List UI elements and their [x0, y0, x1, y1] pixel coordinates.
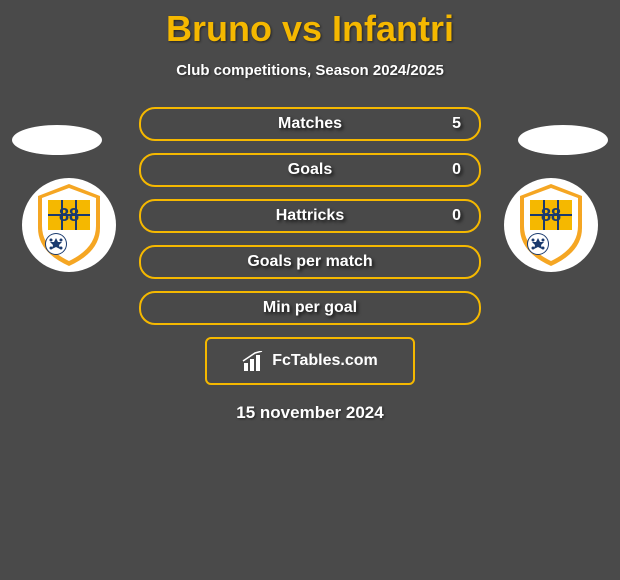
stat-label: Matches — [141, 115, 479, 133]
club-badge-left: 88 — [22, 178, 116, 272]
svg-text:88: 88 — [541, 205, 561, 225]
stat-label: Goals per match — [141, 253, 479, 271]
page-title: Bruno vs Infantri — [0, 0, 620, 50]
stat-value-right: 0 — [452, 207, 461, 225]
stat-label: Hattricks — [141, 207, 479, 225]
bar-chart-icon — [242, 351, 266, 371]
date-text: 15 november 2024 — [0, 403, 620, 423]
stat-row-goals-per-match: Goals per match — [139, 245, 481, 279]
stat-label: Min per goal — [141, 299, 479, 317]
stat-row-matches: Matches 5 — [139, 107, 481, 141]
fctables-brand-box[interactable]: FcTables.com — [205, 337, 415, 385]
svg-text:88: 88 — [59, 205, 79, 225]
stat-row-min-per-goal: Min per goal — [139, 291, 481, 325]
badge-icon: 88 — [504, 178, 598, 272]
player-silhouette-right — [518, 125, 608, 155]
player-silhouette-left — [12, 125, 102, 155]
stat-row-hattricks: Hattricks 0 — [139, 199, 481, 233]
stat-label: Goals — [141, 161, 479, 179]
subtitle: Club competitions, Season 2024/2025 — [0, 62, 620, 79]
stats-container: Matches 5 Goals 0 Hattricks 0 Goals per … — [139, 107, 481, 325]
stat-value-right: 5 — [452, 115, 461, 133]
stat-value-right: 0 — [452, 161, 461, 179]
stat-row-goals: Goals 0 — [139, 153, 481, 187]
badge-icon: 88 — [22, 178, 116, 272]
club-badge-right: 88 — [504, 178, 598, 272]
brand-text: FcTables.com — [272, 352, 378, 370]
